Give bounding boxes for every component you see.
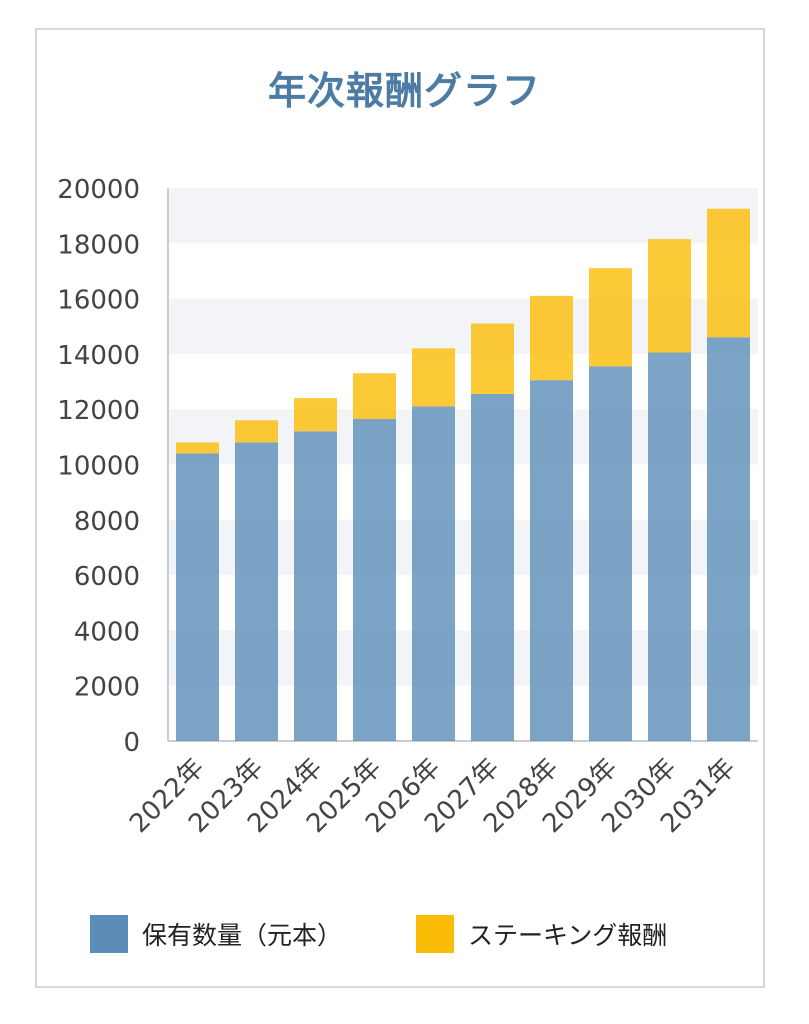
y-tick-label: 16000 [57,286,140,316]
chart-title: 年次報酬グラフ [267,69,541,113]
y-tick-label: 8000 [74,507,140,537]
y-tick-label: 18000 [57,230,140,260]
bar-principal [412,406,455,741]
bar-staking-reward [707,208,750,338]
y-tick-label: 10000 [57,452,140,482]
bar-staking-reward [471,323,514,394]
bar-staking-reward [412,348,455,407]
legend-item-principal[interactable]: 保有数量（元本） [90,914,342,954]
bar-principal [294,431,337,741]
bar-principal [471,393,514,741]
bar-staking-reward [589,268,632,367]
y-tick-label: 2000 [74,673,140,703]
grid-band [168,188,758,244]
bar-principal [353,418,396,741]
y-tick-label: 14000 [57,341,140,371]
y-tick-label: 4000 [74,617,140,647]
bar-principal [707,337,750,741]
bar-staking-reward [176,442,219,454]
bar-principal [589,366,632,741]
y-tick-label: 12000 [57,396,140,426]
bar-principal [530,380,573,741]
bar-staking-reward [235,420,278,443]
bar-principal [235,442,278,741]
legend-swatch-principal [90,915,128,953]
bar-staking-reward [530,295,573,381]
bar-staking-reward [648,239,691,353]
bar-staking-reward [294,398,337,432]
bar-principal [176,453,219,741]
y-tick-label: 6000 [74,562,140,592]
bar-principal [648,352,691,741]
bar-staking-reward [353,373,396,419]
legend-label-principal: 保有数量（元本） [142,921,343,950]
y-tick-label: 20000 [57,175,140,205]
legend-swatch-staking-reward [416,915,454,953]
y-tick-label: 0 [123,728,140,758]
legend-label-staking-reward: ステーキング報酬 [468,921,668,950]
legend-item-staking-reward[interactable]: ステーキング報酬 [416,914,667,954]
